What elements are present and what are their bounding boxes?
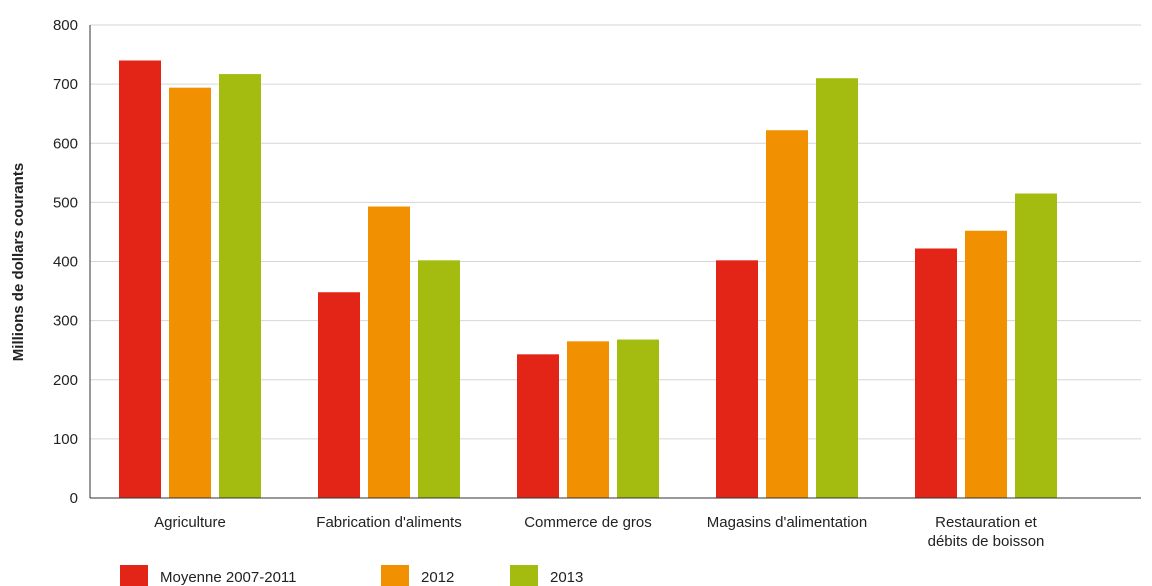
y-tick-label: 700 (53, 76, 78, 93)
legend-label: 2012 (421, 569, 454, 586)
legend-label: Moyenne 2007-2011 (160, 569, 297, 586)
category-label-line: débits de boisson (928, 533, 1045, 550)
y-tick-label: 800 (53, 17, 78, 34)
category-label-line: Restauration et (935, 514, 1038, 531)
category-label-line: Fabrication d'aliments (316, 514, 461, 531)
y-tick-label: 300 (53, 313, 78, 330)
bar (567, 341, 609, 498)
bar (318, 292, 360, 498)
bar (418, 260, 460, 498)
y-tick-labels: 0 100 200 300 400 500 600 700 800 (53, 17, 78, 507)
bar (716, 260, 758, 498)
legend-swatch (510, 565, 538, 586)
bars (119, 60, 1057, 499)
bar (816, 78, 858, 499)
category-label-line: Magasins d'alimentation (707, 514, 867, 531)
y-tick-label: 0 (70, 490, 78, 507)
category-label-line: Commerce de gros (524, 514, 652, 531)
y-tick-label: 100 (53, 431, 78, 448)
category-label: Restauration et débits de boisson (928, 514, 1045, 550)
y-tick-label: 500 (53, 194, 78, 211)
y-axis-title: Millions de dollars courants (10, 163, 27, 361)
category-label: Commerce de gros (524, 514, 652, 531)
axes (89, 25, 1141, 499)
bar (915, 248, 957, 498)
bar (617, 339, 659, 498)
bar (965, 230, 1007, 498)
category-label: Agriculture (154, 514, 226, 531)
y-tick-label: 200 (53, 372, 78, 389)
gridlines (90, 24, 1141, 440)
bar (766, 130, 808, 498)
bar (1015, 193, 1057, 498)
category-labels: Agriculture Fabrication d'aliments Commerc… (154, 514, 1044, 550)
category-label-line: Agriculture (154, 514, 226, 531)
legend-swatch (381, 565, 409, 586)
bar (517, 354, 559, 498)
bar (219, 74, 261, 498)
bar (169, 87, 211, 499)
category-label: Magasins d'alimentation (707, 514, 867, 531)
y-tick-label: 600 (53, 135, 78, 152)
category-label: Fabrication d'aliments (316, 514, 461, 531)
legend-swatch (120, 565, 148, 586)
legend-label: 2013 (550, 569, 583, 586)
bar (368, 206, 410, 499)
y-tick-label: 400 (53, 254, 78, 271)
legend: Moyenne 2007-2011 2012 2013 (120, 565, 583, 586)
bar (119, 60, 161, 498)
